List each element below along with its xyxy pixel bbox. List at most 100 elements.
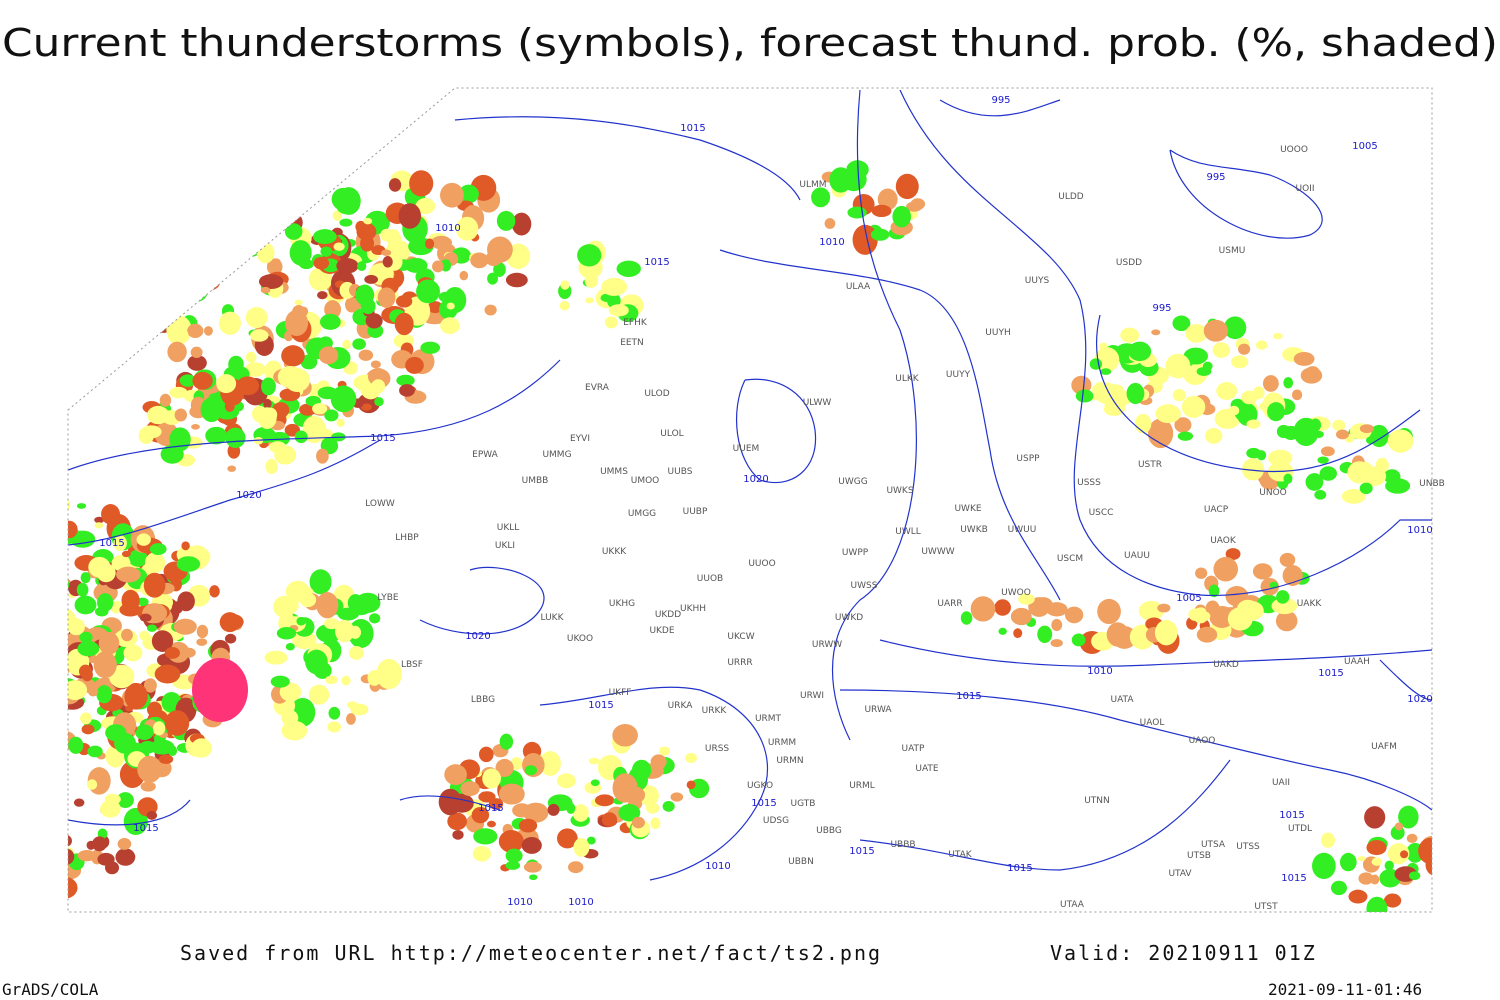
shade-cell xyxy=(505,861,521,870)
station-label: UWKE xyxy=(954,504,981,514)
shade-cell xyxy=(0,584,3,590)
shade-cell xyxy=(1234,400,1255,422)
shade-cell xyxy=(191,738,212,758)
shade-cell xyxy=(146,405,170,425)
shade-cell xyxy=(588,757,600,765)
shade-cell xyxy=(154,664,181,684)
shade-cell xyxy=(1018,593,1035,605)
shade-cell xyxy=(600,293,613,302)
shade-cell xyxy=(188,255,211,274)
shade-cell xyxy=(376,658,402,690)
shade-cell xyxy=(121,550,131,558)
shade-cell xyxy=(438,291,452,303)
shade-cell xyxy=(1155,404,1181,424)
shade-cell xyxy=(1276,590,1290,604)
station-label: UKLI xyxy=(495,541,515,551)
shade-cell xyxy=(76,503,87,509)
shade-cell xyxy=(7,810,15,815)
shade-cell xyxy=(196,638,208,646)
shade-cell xyxy=(139,613,152,622)
shade-cell xyxy=(164,710,190,736)
shade-cell xyxy=(29,638,45,649)
shade-cell xyxy=(1375,457,1389,473)
storm-symbols xyxy=(192,658,248,722)
shade-cell xyxy=(638,785,659,806)
shade-cell xyxy=(205,426,228,445)
shade-cell xyxy=(313,256,330,270)
shade-cell xyxy=(1181,395,1206,418)
station-label: UAAH xyxy=(1344,657,1370,667)
shade-cell xyxy=(1092,382,1114,397)
shade-cell xyxy=(1348,889,1368,904)
shade-cell xyxy=(34,589,55,612)
station-label: ULKK xyxy=(895,374,920,384)
station-label: URMN xyxy=(776,756,803,766)
shade-cell xyxy=(10,869,36,898)
shade-cell xyxy=(559,300,570,311)
shade-cell xyxy=(824,218,836,229)
shade-cell xyxy=(179,374,196,387)
shade-cell xyxy=(1246,419,1261,429)
station-label: UGKO xyxy=(747,781,773,791)
shade-cell xyxy=(250,329,269,342)
isobar-label: 995 xyxy=(1152,303,1171,314)
shade-cell xyxy=(316,592,339,619)
shade-cell xyxy=(38,546,58,560)
shade-cell xyxy=(1383,469,1401,484)
station-label: LBSF xyxy=(401,660,423,670)
station-label: UWLL xyxy=(895,527,921,537)
shade-cell xyxy=(115,848,136,866)
station-label: LOWW xyxy=(365,499,395,509)
shade-cell xyxy=(1384,860,1394,871)
shade-cell xyxy=(1089,358,1103,370)
shade-cell xyxy=(224,633,237,644)
shade-cell xyxy=(1154,619,1178,646)
shade-cell xyxy=(1256,340,1268,350)
shade-cell xyxy=(68,835,72,847)
shade-cell xyxy=(1075,389,1094,403)
shade-cell xyxy=(24,740,33,747)
shade-cell xyxy=(1177,431,1194,441)
shade-cell xyxy=(367,368,389,386)
shade-cell xyxy=(296,616,306,626)
station-label: URKK xyxy=(702,706,728,716)
station-label: UWUU xyxy=(1008,525,1037,535)
shade-cell xyxy=(18,544,41,563)
shade-cell xyxy=(37,887,49,900)
shade-cell xyxy=(662,800,675,812)
shade-cell xyxy=(299,592,317,608)
shade-cell xyxy=(308,684,330,705)
shade-cell xyxy=(1341,488,1366,504)
station-label: URMT xyxy=(755,714,782,724)
shade-cell xyxy=(1100,368,1112,375)
shade-cell xyxy=(1205,600,1220,617)
shade-cell xyxy=(470,252,489,269)
isobar xyxy=(939,99,1061,117)
shade-cell xyxy=(263,398,272,409)
isobar-label: 1015 xyxy=(1279,810,1304,821)
shade-cell xyxy=(487,236,513,263)
shade-cell xyxy=(191,424,200,430)
shade-cell xyxy=(19,748,33,763)
shade-cell xyxy=(1309,418,1322,432)
shade-cell xyxy=(1242,458,1265,481)
shade-cell xyxy=(365,313,383,329)
isobar xyxy=(899,89,1432,597)
shade-cell xyxy=(299,403,317,416)
shade-cell xyxy=(487,272,498,285)
shade-cell xyxy=(68,633,75,648)
shade-cell xyxy=(264,650,288,665)
isobar-label: 1020 xyxy=(236,490,261,501)
isobar-label: 1010 xyxy=(819,237,844,248)
shade-cell xyxy=(68,666,70,675)
station-label: UUOB xyxy=(697,574,723,584)
shade-cell xyxy=(136,533,151,546)
shade-cell xyxy=(529,874,538,881)
shade-cell xyxy=(77,640,100,657)
shade-cell xyxy=(871,204,892,218)
station-label: UBBG xyxy=(816,826,842,836)
isobar-label: 1015 xyxy=(644,257,669,268)
shade-cell xyxy=(19,789,31,797)
shade-cell xyxy=(892,205,912,228)
